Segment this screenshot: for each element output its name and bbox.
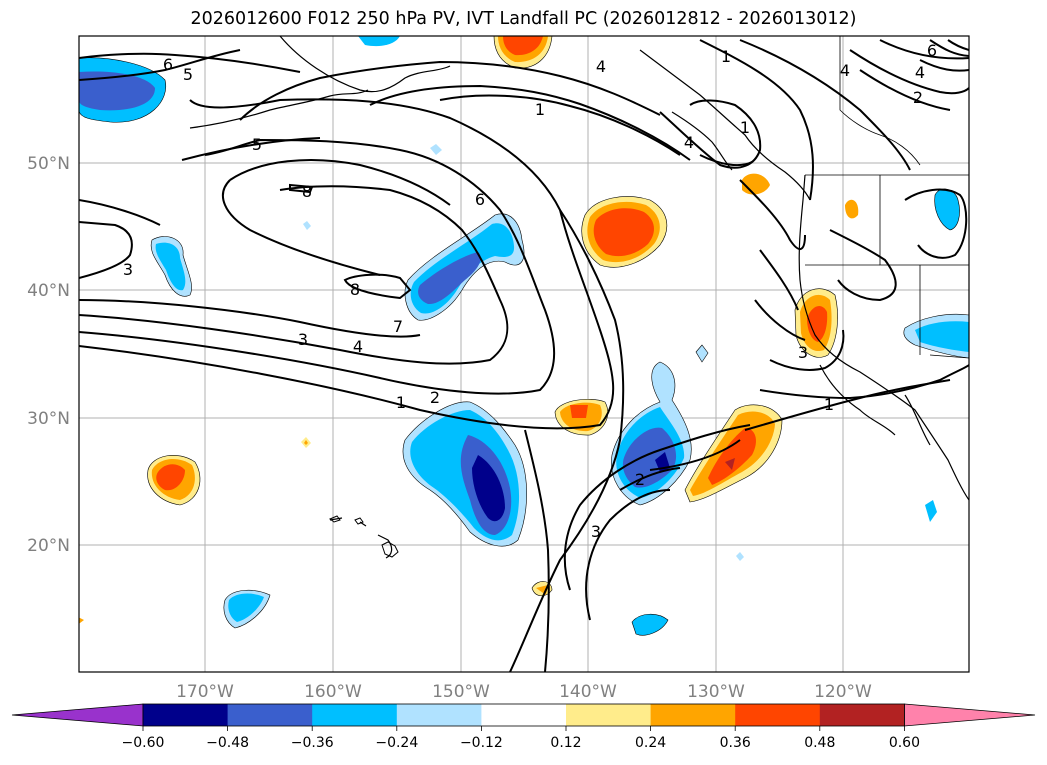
colorbar-tick-labels: −0.60 −0.48 −0.36 −0.24 −0.12 0.12 0.24 0.36 0.4… <box>122 735 920 751</box>
contour-label: 6 <box>475 190 485 209</box>
colorbar-segment <box>735 704 821 726</box>
contour-label: 3 <box>591 522 601 541</box>
contour-label: 8 <box>350 280 360 299</box>
contour-label: 1 <box>824 395 834 414</box>
colorbar-tick-label: −0.12 <box>460 735 503 751</box>
contour-label: 4 <box>596 57 606 76</box>
contour-label: 4 <box>915 63 925 82</box>
colorbar-extend-low <box>11 703 144 727</box>
contour-label: 5 <box>252 135 262 154</box>
colorbar-tick-label: 0.48 <box>804 735 835 751</box>
lat-label-40n: 40°N <box>27 281 70 301</box>
colorbar-segment <box>227 704 313 726</box>
contour-label: 5 <box>183 65 193 84</box>
contour-label: 3 <box>798 343 808 362</box>
contour-label: 3 <box>298 330 308 349</box>
lon-label-160w: 160°W <box>304 682 362 702</box>
contour-label: 2 <box>430 388 440 407</box>
colorbar-segment <box>396 704 482 726</box>
political-borders <box>805 36 969 359</box>
colorbar-segment <box>566 704 652 726</box>
colorbar <box>11 703 1036 731</box>
colorbar-tick-label: 0.12 <box>550 735 581 751</box>
pv-anomaly-positive <box>79 36 859 624</box>
colorbar-segment <box>312 704 398 726</box>
contour-label: 7 <box>393 317 403 336</box>
contour-label: 4 <box>840 61 850 80</box>
lat-label-20n: 20°N <box>27 536 70 556</box>
colorbar-frame <box>142 703 905 727</box>
colorbar-segment <box>650 704 736 726</box>
contour-label: 2 <box>635 470 645 489</box>
lon-label-130w: 130°W <box>687 682 745 702</box>
map-area <box>79 36 969 672</box>
colorbar-extend-high <box>904 703 1036 727</box>
lat-label-30n: 30°N <box>27 409 70 429</box>
contour-label: 4 <box>684 133 694 152</box>
contour-label: 1 <box>740 118 750 137</box>
colorbar-tick-label: 0.60 <box>889 735 920 751</box>
colorbar-segment <box>481 704 567 726</box>
islands <box>329 515 399 558</box>
coastlines <box>189 36 969 559</box>
contour-label: 8 <box>302 182 312 201</box>
contour-label: 1 <box>535 100 545 119</box>
map-title: 2026012600 F012 250 hPa PV, IVT Landfall… <box>190 9 857 29</box>
contour-label: 6 <box>927 41 937 60</box>
colorbar-tick-label: −0.24 <box>375 735 418 751</box>
lon-label-150w: 150°W <box>432 682 490 702</box>
lon-label-140w: 140°W <box>559 682 617 702</box>
colorbar-tick-label: −0.36 <box>291 735 334 751</box>
contour-label: 1 <box>396 393 406 412</box>
contour-label: 4 <box>353 337 363 356</box>
ivt-contours <box>79 39 969 672</box>
contour-label: 6 <box>163 55 173 74</box>
latitude-labels: 50°N 40°N 30°N 20°N <box>27 154 70 556</box>
colorbar-tick-label: 0.36 <box>720 735 751 751</box>
colorbar-segment <box>819 704 905 726</box>
map-frame <box>78 35 970 673</box>
colorbar-segment <box>143 704 229 726</box>
colorbar-tick-label: 0.24 <box>635 735 666 751</box>
lon-label-170w: 170°W <box>176 682 234 702</box>
longitude-labels: 170°W 160°W 150°W 140°W 130°W 120°W <box>176 682 872 702</box>
contour-label: 3 <box>123 260 133 279</box>
contour-label: 1 <box>721 47 731 66</box>
colorbar-tick-label: −0.48 <box>206 735 249 751</box>
lon-label-120w: 120°W <box>814 682 872 702</box>
lat-label-50n: 50°N <box>27 154 70 174</box>
contour-label: 2 <box>913 88 923 107</box>
colorbar-tick-label: −0.60 <box>122 735 165 751</box>
